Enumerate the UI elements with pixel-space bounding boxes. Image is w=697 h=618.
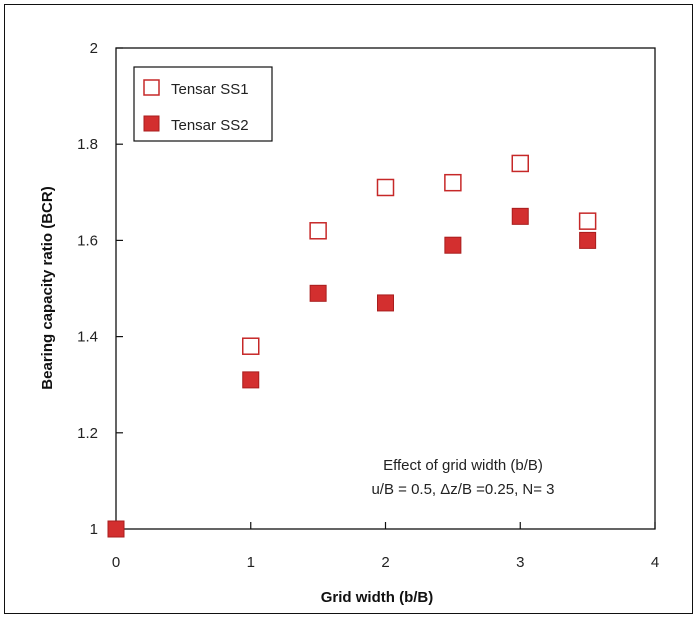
figure-frame — [4, 4, 693, 614]
point-tensar-ss1 — [376, 178, 395, 197]
x-tick-label: 1 — [247, 554, 255, 571]
x-tick-label: 3 — [516, 554, 524, 571]
legend-label-ss2: Tensar SS2 — [171, 117, 249, 134]
legend-marker-ss2 — [143, 115, 160, 132]
y-tick-label: 1 — [90, 521, 98, 538]
x-tick-label: 4 — [651, 554, 659, 571]
axis-tick-labels: 0 1 2 3 411.21.41.61.82 — [77, 40, 659, 571]
data-points — [107, 154, 597, 538]
point-tensar-ss1 — [511, 154, 529, 173]
x-tick-label: 0 — [112, 554, 120, 571]
point-tensar-ss2 — [377, 294, 394, 312]
point-tensar-ss2 — [579, 231, 597, 249]
y-tick-label: 1.6 — [77, 232, 98, 249]
legend-marker-ss1 — [143, 79, 160, 96]
x-tick-label: 2 — [381, 554, 389, 571]
point-tensar-ss1 — [578, 212, 597, 230]
y-tick-label: 1.8 — [77, 136, 98, 153]
y-tick-label: 1.2 — [77, 425, 98, 442]
point-tensar-ss2 — [242, 371, 260, 389]
point-tensar-ss1 — [309, 222, 327, 240]
point-tensar-ss2 — [511, 207, 529, 225]
y-axis-title: Bearing capacity ratio (BCR) — [39, 186, 56, 389]
point-tensar-ss2 — [107, 520, 125, 538]
x-axis-title: Grid width (b/B) — [321, 589, 433, 606]
point-tensar-ss2 — [309, 284, 327, 302]
legend: Tensar SS1 Tensar SS2 — [133, 66, 273, 142]
point-tensar-ss1 — [242, 337, 260, 355]
point-tensar-ss1 — [444, 173, 462, 192]
annotation-line-2: u/B = 0.5, Δz/B =0.25, N= 3 — [371, 481, 554, 498]
point-tensar-ss2 — [444, 236, 462, 254]
y-tick-label: 1.4 — [77, 329, 98, 346]
annotation-line-1: Effect of grid width (b/B) — [383, 457, 543, 474]
y-tick-label: 2 — [90, 40, 98, 57]
legend-label-ss1: Tensar SS1 — [171, 81, 249, 98]
